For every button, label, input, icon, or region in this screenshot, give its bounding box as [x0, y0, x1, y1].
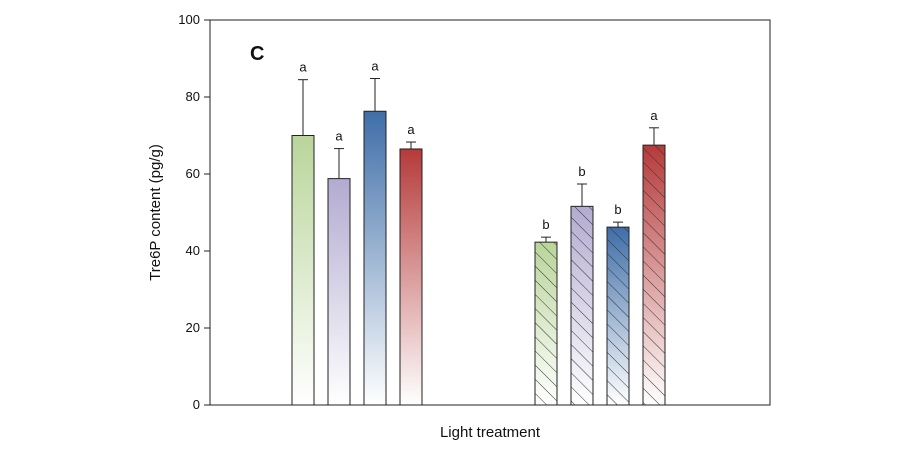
- bar-hatch: [571, 206, 593, 405]
- y-tick-label: 20: [186, 320, 200, 335]
- panel-letter: C: [250, 43, 264, 65]
- y-tick-label: 80: [186, 89, 200, 104]
- bars-layer: a a a a b b b a: [291, 59, 666, 406]
- bar: [363, 110, 387, 406]
- significance-letter: a: [407, 122, 415, 137]
- y-tick-label: 0: [193, 397, 200, 412]
- significance-letter: b: [542, 217, 549, 232]
- significance-letter: b: [614, 202, 621, 217]
- bar-hatch: [535, 242, 557, 405]
- significance-letter: a: [371, 59, 379, 74]
- bar-hatch: [607, 227, 629, 405]
- significance-letter: a: [335, 129, 343, 144]
- y-tick-label: 100: [178, 12, 200, 27]
- bar: [399, 148, 423, 406]
- y-axis-title: Tre6P content (pg/g): [147, 144, 164, 281]
- y-axis: 0 20 40 60 80 100: [178, 12, 210, 412]
- plot-frame: [209, 19, 771, 406]
- significance-letter: b: [578, 164, 585, 179]
- y-tick-label: 60: [186, 166, 200, 181]
- x-axis-title: Light treatment: [440, 424, 541, 441]
- significance-letter: a: [299, 60, 307, 75]
- significance-letter: a: [650, 108, 658, 123]
- bar: [291, 135, 315, 406]
- y-tick-label: 40: [186, 243, 200, 258]
- bar: [327, 178, 351, 406]
- bar-hatch: [643, 145, 665, 405]
